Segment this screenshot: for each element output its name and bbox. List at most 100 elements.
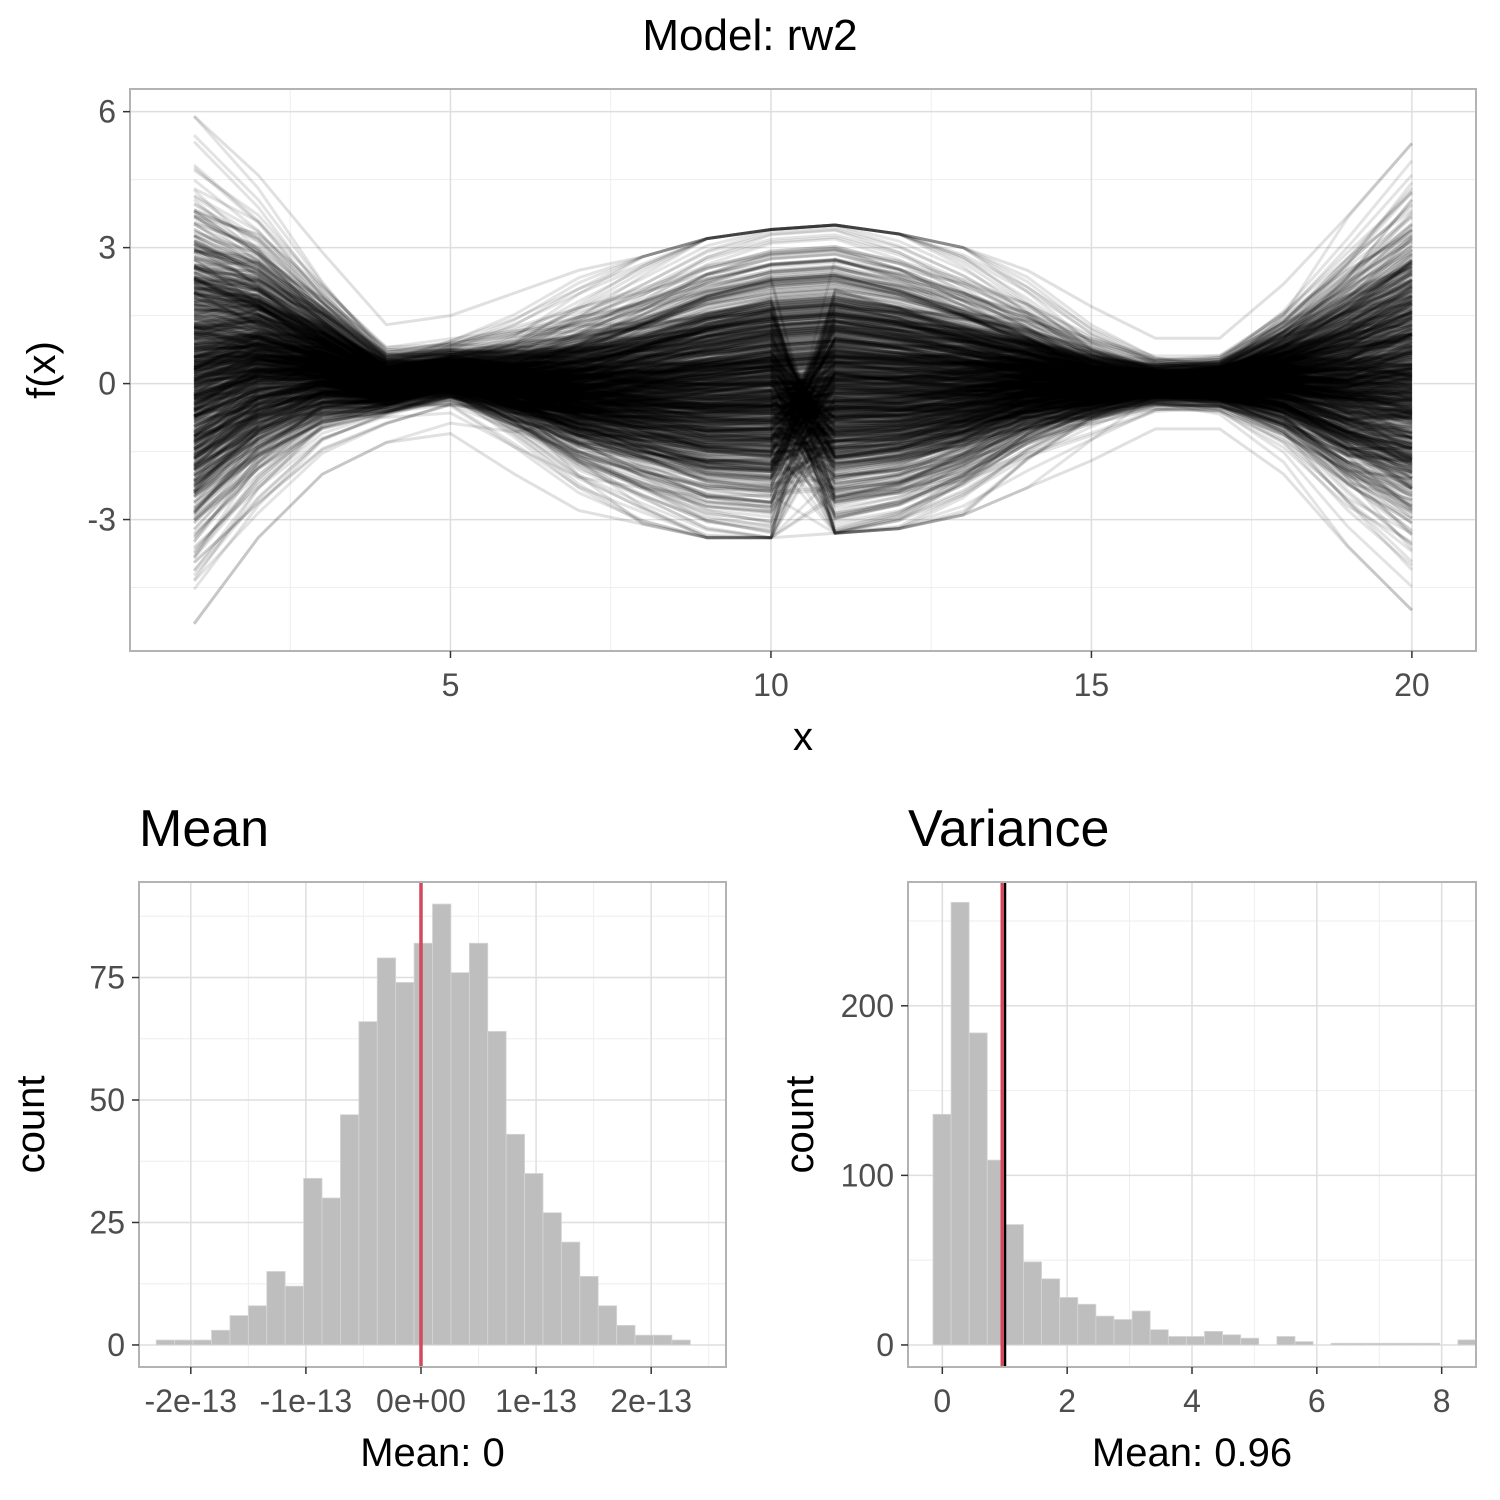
sample-line	[194, 351, 1413, 424]
sample-line	[193, 221, 1413, 427]
sample-line	[193, 268, 1413, 488]
sample-line	[193, 255, 1413, 433]
sample-line	[193, 352, 1412, 405]
sample-line	[193, 301, 1413, 440]
sample-line	[193, 351, 1413, 406]
sample-line	[193, 359, 1413, 403]
variance-histogram-bar	[1222, 1334, 1242, 1346]
sample-line	[193, 353, 1413, 409]
sample-line	[193, 351, 1413, 388]
sample-line	[193, 358, 1413, 407]
sample-line	[193, 271, 1413, 471]
sample-line	[193, 344, 1412, 395]
sample-line	[193, 249, 1413, 438]
mean-histogram-bar	[413, 942, 433, 1346]
sample-line	[193, 352, 1412, 384]
variance-histogram-bar	[1095, 1315, 1115, 1346]
sample-line	[193, 332, 1413, 420]
sample-line	[193, 269, 1413, 487]
sample-line	[193, 346, 1412, 402]
sample-line	[193, 307, 1413, 416]
sample-line	[193, 267, 1413, 437]
sample-line	[193, 266, 1413, 394]
sample-line	[193, 331, 1413, 421]
sample-line	[193, 295, 1413, 446]
sample-line	[193, 332, 1412, 441]
sample-line	[193, 344, 1412, 416]
sample-line	[194, 366, 1413, 432]
sample-line	[193, 362, 1413, 394]
sample-line	[192, 223, 1413, 515]
sample-line	[193, 356, 1413, 408]
sample-line	[193, 246, 1413, 539]
sample-line	[193, 352, 1413, 402]
sample-line	[193, 304, 1412, 504]
sample-line	[193, 331, 1413, 449]
sample-line	[194, 334, 1413, 443]
sample-line	[193, 332, 1413, 421]
variance-histogram-bars	[932, 901, 1477, 1346]
sample-line	[193, 293, 1413, 448]
sample-line	[193, 343, 1413, 385]
sample-line	[193, 337, 1413, 433]
sample-line	[193, 320, 1413, 447]
sample-line	[193, 348, 1412, 383]
sample-line	[194, 353, 1413, 447]
sample-line	[193, 323, 1413, 435]
sample-line	[193, 306, 1413, 411]
sample-line	[193, 356, 1413, 406]
sample-line	[193, 320, 1413, 433]
sample-line	[193, 275, 1413, 523]
sample-line	[194, 319, 1413, 382]
sample-line	[193, 291, 1412, 509]
sample-line	[194, 282, 1413, 368]
sample-line	[194, 317, 1413, 389]
sample-line	[193, 287, 1413, 421]
sample-line	[193, 248, 1413, 454]
sample-line	[193, 258, 1413, 471]
sample-line	[193, 278, 1413, 487]
sample-line	[193, 248, 1413, 423]
sample-line	[193, 311, 1413, 409]
sample-line	[193, 198, 1414, 564]
sample-line	[194, 304, 1413, 373]
sample-line	[193, 277, 1413, 466]
sample-line	[193, 303, 1413, 450]
sample-line	[193, 295, 1413, 459]
mean-x-tick-label: 2e-13	[610, 1383, 692, 1419]
sample-line	[193, 319, 1413, 467]
sample-line	[193, 257, 1413, 540]
sample-line	[193, 327, 1413, 378]
sample-line	[193, 299, 1413, 406]
sample-line	[192, 275, 1413, 540]
sample-line	[193, 273, 1413, 516]
sample-line	[193, 271, 1413, 504]
sample-line	[193, 280, 1413, 459]
sample-line	[193, 338, 1413, 393]
sample-line	[193, 301, 1413, 408]
mean-y-tick-label: 25	[89, 1204, 125, 1240]
sample-line	[193, 209, 1413, 535]
sample-line	[193, 354, 1412, 389]
sample-line	[193, 249, 1413, 379]
sample-line	[193, 333, 1412, 450]
sample-line	[193, 257, 1413, 512]
sample-line	[193, 284, 1413, 487]
mean-histogram-bar	[358, 1021, 378, 1346]
sample-line	[193, 327, 1413, 444]
sample-line	[193, 258, 1413, 416]
variance-histogram-bar	[968, 1032, 988, 1346]
sample-line	[193, 351, 1413, 391]
sample-line	[194, 313, 1413, 407]
sample-line	[193, 348, 1412, 401]
sample-line	[193, 229, 1413, 474]
sample-line	[193, 316, 1413, 504]
sample-line	[193, 278, 1413, 488]
line-panel-y-tick-label: 6	[98, 94, 116, 130]
sample-line	[193, 258, 1413, 493]
sample-line	[193, 303, 1413, 416]
line-panel-y-tick-label: 0	[98, 366, 116, 402]
sample-line	[194, 357, 1413, 453]
mean-panel-border	[138, 881, 727, 1368]
sample-line	[192, 223, 1413, 543]
